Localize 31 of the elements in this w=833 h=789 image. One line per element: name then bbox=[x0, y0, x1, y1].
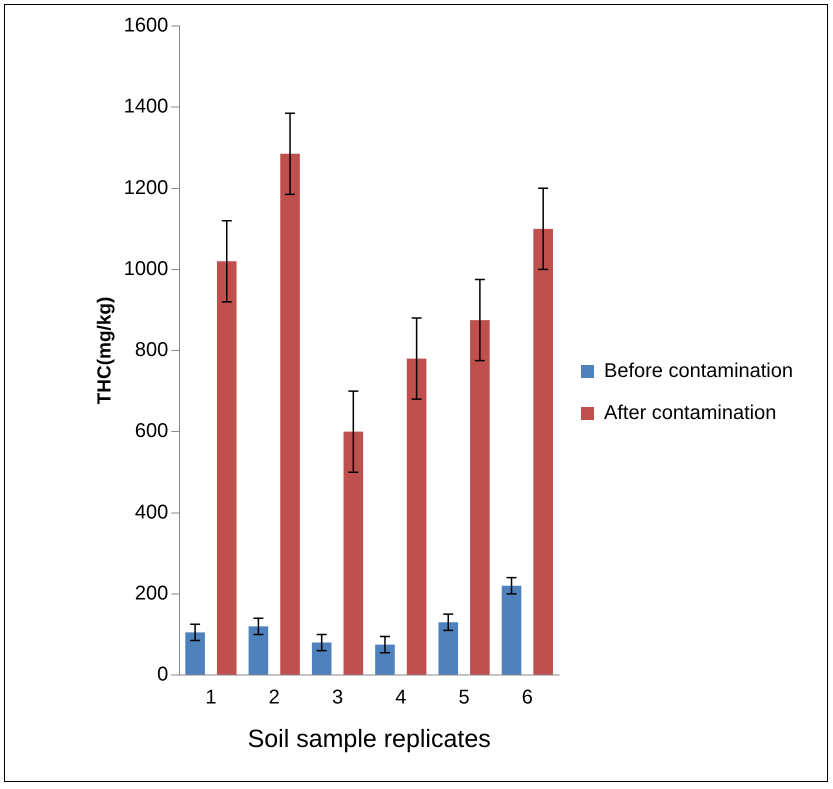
bar bbox=[533, 228, 553, 674]
bar bbox=[312, 642, 332, 674]
bar bbox=[375, 644, 395, 674]
legend-label: Before contamination bbox=[604, 360, 794, 382]
x-tick-label: 5 bbox=[458, 686, 470, 709]
bar bbox=[470, 320, 490, 674]
y-tick-label: 400 bbox=[134, 501, 168, 524]
bar bbox=[185, 632, 205, 674]
y-tick-label: 800 bbox=[134, 339, 168, 362]
bar bbox=[502, 586, 522, 674]
y-tick-label: 0 bbox=[157, 664, 168, 686]
y-tick-label: 1200 bbox=[124, 176, 168, 199]
bar bbox=[280, 154, 300, 674]
x-axis-title: Soil sample replicates bbox=[248, 724, 491, 753]
y-tick-label: 1000 bbox=[124, 258, 168, 280]
bar bbox=[248, 626, 268, 674]
x-tick-label: 4 bbox=[395, 686, 406, 709]
x-tick-label: 2 bbox=[268, 686, 280, 709]
bar bbox=[406, 358, 426, 674]
y-axis-title: THC(mg/kg) bbox=[94, 296, 116, 404]
bar bbox=[216, 261, 237, 674]
y-tick-label: 1400 bbox=[124, 96, 168, 118]
x-tick-label: 6 bbox=[522, 686, 533, 709]
x-tick-label: 3 bbox=[332, 686, 344, 709]
bar bbox=[438, 622, 458, 674]
y-tick-label: 600 bbox=[134, 420, 168, 442]
bar bbox=[344, 432, 364, 674]
legend-label: After contamination bbox=[604, 402, 776, 424]
y-tick-label: 1600 bbox=[124, 14, 168, 37]
y-tick-label: 200 bbox=[134, 582, 168, 604]
x-tick-label: 1 bbox=[205, 686, 216, 709]
